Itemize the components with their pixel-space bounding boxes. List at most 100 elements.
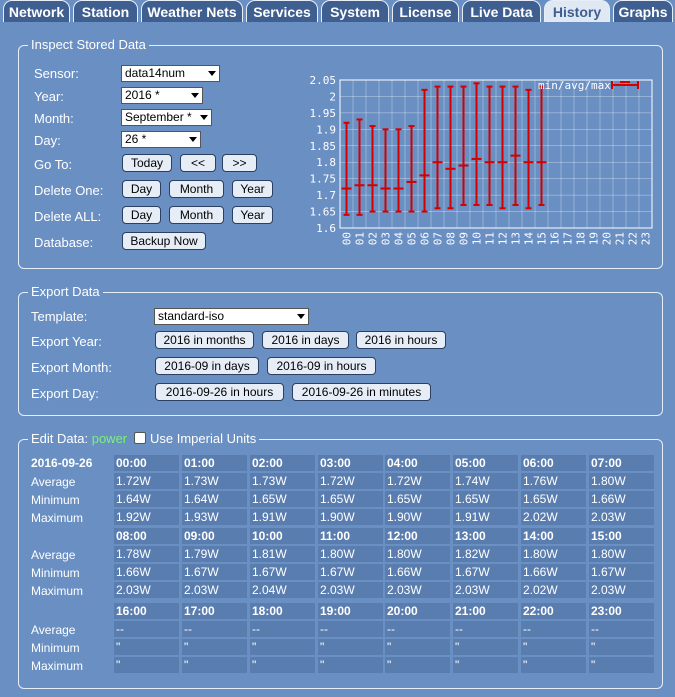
value-cell[interactable] [114, 491, 179, 507]
value-cell[interactable] [385, 564, 450, 580]
value-cell[interactable] [114, 509, 179, 525]
value-cell[interactable] [453, 639, 518, 655]
day-select[interactable]: 26 * [121, 131, 201, 148]
value-cell[interactable] [318, 639, 383, 655]
export-month-days-button[interactable]: 2016-09 in days [155, 357, 259, 375]
tab-station[interactable]: Station [73, 0, 138, 22]
value-cell[interactable] [318, 657, 383, 673]
value-cell[interactable] [114, 564, 179, 580]
value-cell[interactable] [589, 473, 654, 489]
value-cell[interactable] [250, 621, 315, 637]
value-cell[interactable] [589, 639, 654, 655]
value-cell[interactable] [385, 509, 450, 525]
value-cell[interactable] [250, 546, 315, 562]
value-cell[interactable] [385, 639, 450, 655]
value-cell[interactable] [182, 639, 247, 655]
value-cell[interactable] [182, 546, 247, 562]
delete-all-month-button[interactable]: Month [169, 206, 224, 224]
value-cell[interactable] [589, 546, 654, 562]
value-cell[interactable] [250, 491, 315, 507]
value-cell[interactable] [589, 657, 654, 673]
value-cell[interactable] [385, 657, 450, 673]
value-cell[interactable] [182, 473, 247, 489]
value-cell[interactable] [114, 621, 179, 637]
delete-all-day-button[interactable]: Day [122, 206, 161, 224]
value-cell[interactable] [385, 582, 450, 598]
value-cell[interactable] [521, 509, 586, 525]
tab-graphs[interactable]: Graphs [613, 0, 673, 22]
value-cell[interactable] [589, 491, 654, 507]
value-cell[interactable] [250, 509, 315, 525]
value-cell[interactable] [182, 491, 247, 507]
value-cell[interactable] [521, 639, 586, 655]
value-cell[interactable] [250, 582, 315, 598]
next-day-button[interactable]: >> [222, 154, 257, 172]
value-cell[interactable] [385, 491, 450, 507]
value-cell[interactable] [114, 473, 179, 489]
tab-license[interactable]: License [392, 0, 459, 22]
value-cell[interactable] [453, 546, 518, 562]
value-cell[interactable] [453, 473, 518, 489]
value-cell[interactable] [589, 582, 654, 598]
tab-services[interactable]: Services [246, 0, 318, 22]
delete-one-year-button[interactable]: Year [232, 180, 273, 198]
tab-live-data[interactable]: Live Data [462, 0, 541, 22]
value-cell[interactable] [318, 582, 383, 598]
value-cell[interactable] [453, 564, 518, 580]
export-year-days-button[interactable]: 2016 in days [262, 331, 349, 349]
value-cell[interactable] [250, 639, 315, 655]
value-cell[interactable] [114, 657, 179, 673]
value-cell[interactable] [453, 582, 518, 598]
value-cell[interactable] [182, 509, 247, 525]
value-cell[interactable] [182, 582, 247, 598]
export-year-hours-button[interactable]: 2016 in hours [356, 331, 446, 349]
value-cell[interactable] [250, 564, 315, 580]
value-cell[interactable] [589, 564, 654, 580]
value-cell[interactable] [318, 621, 383, 637]
sensor-select[interactable]: data14num [121, 65, 220, 82]
export-month-hours-button[interactable]: 2016-09 in hours [267, 357, 376, 375]
value-cell[interactable] [385, 473, 450, 489]
export-day-minutes-button[interactable]: 2016-09-26 in minutes [292, 383, 431, 401]
tab-history[interactable]: History [544, 0, 610, 22]
delete-all-year-button[interactable]: Year [232, 206, 273, 224]
delete-one-day-button[interactable]: Day [122, 180, 161, 198]
value-cell[interactable] [521, 657, 586, 673]
value-cell[interactable] [521, 546, 586, 562]
value-cell[interactable] [453, 491, 518, 507]
value-cell[interactable] [250, 657, 315, 673]
value-cell[interactable] [114, 582, 179, 598]
today-button[interactable]: Today [122, 154, 172, 172]
month-select[interactable]: September * [121, 109, 212, 126]
prev-day-button[interactable]: << [180, 154, 216, 172]
value-cell[interactable] [589, 621, 654, 637]
tab-weather-nets[interactable]: Weather Nets [141, 0, 243, 22]
value-cell[interactable] [453, 657, 518, 673]
value-cell[interactable] [114, 546, 179, 562]
value-cell[interactable] [114, 639, 179, 655]
tab-network[interactable]: Network [3, 0, 70, 22]
value-cell[interactable] [521, 621, 586, 637]
value-cell[interactable] [521, 582, 586, 598]
value-cell[interactable] [385, 546, 450, 562]
backup-now-button[interactable]: Backup Now [122, 232, 206, 250]
value-cell[interactable] [182, 657, 247, 673]
value-cell[interactable] [385, 621, 450, 637]
export-year-months-button[interactable]: 2016 in months [155, 331, 254, 349]
value-cell[interactable] [318, 509, 383, 525]
value-cell[interactable] [182, 621, 247, 637]
value-cell[interactable] [453, 621, 518, 637]
value-cell[interactable] [182, 564, 247, 580]
value-cell[interactable] [318, 546, 383, 562]
value-cell[interactable] [589, 509, 654, 525]
delete-one-month-button[interactable]: Month [169, 180, 224, 198]
value-cell[interactable] [521, 564, 586, 580]
imperial-units-checkbox[interactable] [134, 432, 147, 444]
value-cell[interactable] [318, 491, 383, 507]
value-cell[interactable] [521, 491, 586, 507]
template-select[interactable]: standard-iso [154, 308, 309, 325]
value-cell[interactable] [318, 473, 383, 489]
year-select[interactable]: 2016 * [121, 87, 203, 104]
value-cell[interactable] [250, 473, 315, 489]
value-cell[interactable] [318, 564, 383, 580]
